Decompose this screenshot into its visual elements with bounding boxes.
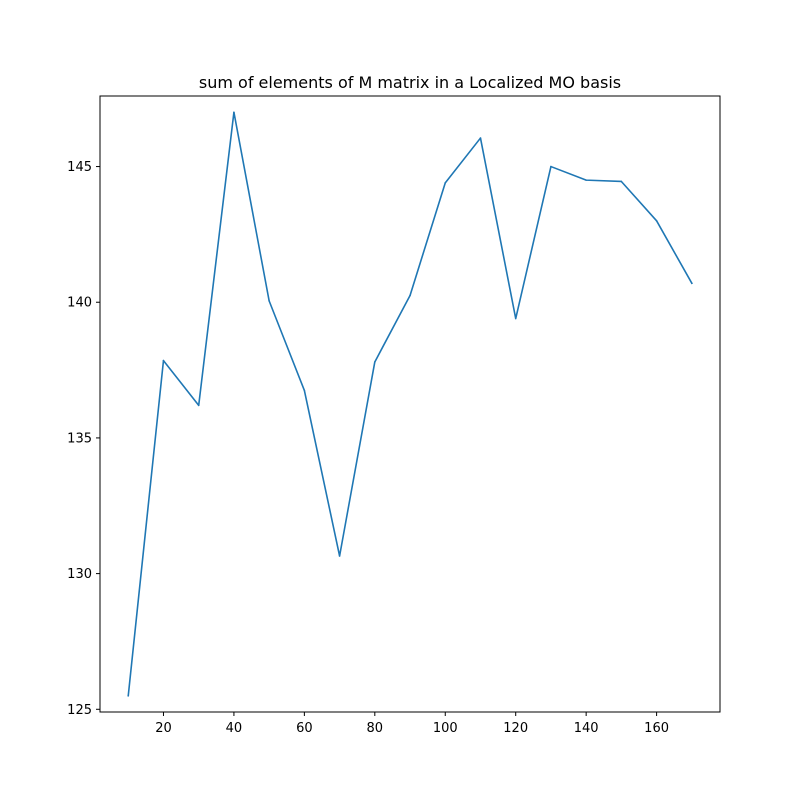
- x-tick-label: 120: [503, 721, 528, 736]
- data-point: [338, 555, 341, 557]
- data-point: [479, 137, 482, 139]
- y-tick-label: 140: [67, 296, 92, 311]
- data-point: [444, 182, 447, 184]
- axes-frame: [99, 95, 721, 713]
- x-tick-label: 60: [296, 721, 313, 736]
- x-tick-label: 100: [433, 721, 458, 736]
- x-tick-label: 20: [155, 721, 172, 736]
- y-tick-label: 145: [67, 160, 92, 175]
- y-tick-label: 135: [67, 431, 92, 446]
- data-point: [197, 404, 200, 407]
- data-point: [655, 220, 658, 222]
- x-tick-label: 80: [367, 721, 384, 736]
- y-tick-label: 125: [67, 703, 92, 718]
- y-tick-label: 130: [67, 567, 92, 582]
- data-point: [691, 282, 693, 285]
- axes-ticks: 20 40 60 80 100 120 140 160 125 130 135 140 145: [67, 160, 669, 736]
- data-point: [514, 317, 517, 320]
- data-point: [374, 361, 376, 363]
- data-point: [585, 179, 587, 181]
- x-tick-label: 160: [644, 721, 669, 736]
- x-tick-label: 40: [226, 721, 243, 736]
- data-point: [233, 111, 235, 114]
- data-point: [620, 180, 623, 183]
- data-point: [409, 294, 411, 297]
- data-point: [303, 389, 306, 392]
- data-point: [162, 359, 165, 362]
- plot-area: [127, 111, 693, 697]
- data-point: [268, 300, 270, 302]
- data-point: [127, 694, 130, 697]
- chart-title: sum of elements of M matrix in a Localiz…: [199, 73, 621, 92]
- x-tick-label: 140: [574, 721, 599, 736]
- data-point: [550, 165, 552, 168]
